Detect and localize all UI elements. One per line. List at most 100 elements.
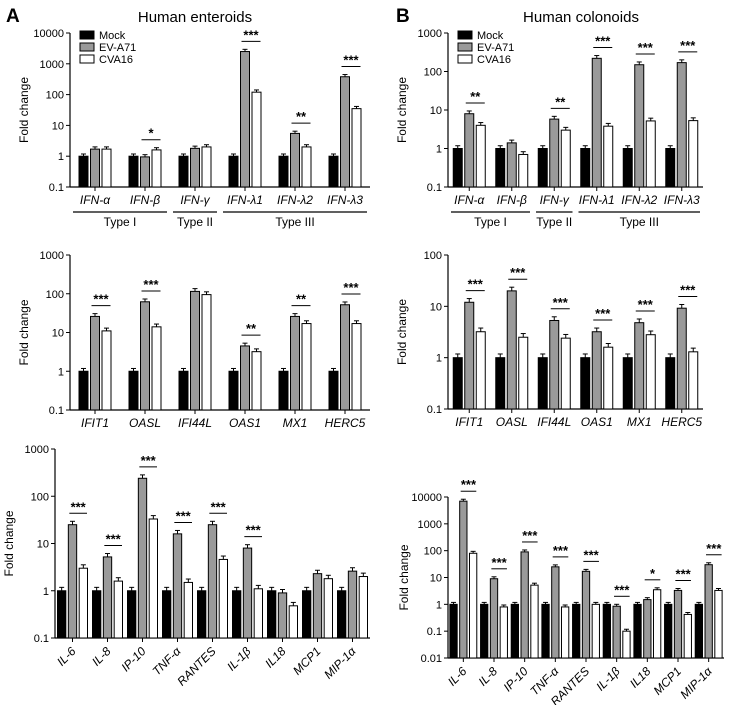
chart-b1: 1000 100 10 1 0.1 Fold change Human colonoids I… xyxy=(395,9,703,229)
bar-cva16 xyxy=(183,581,194,639)
panel-label-b: B xyxy=(396,6,410,27)
group-label: Type I xyxy=(474,215,507,229)
y-axis-label: Fold change xyxy=(397,544,411,610)
significance-label: *** xyxy=(510,265,526,280)
x-tick-label: IFN-λ2 xyxy=(621,193,657,207)
significance-label: ** xyxy=(470,89,481,104)
legend-label: CVA16 xyxy=(477,54,511,66)
bar-mock xyxy=(178,155,189,188)
bar-cva16 xyxy=(622,630,631,659)
bar-mock xyxy=(78,155,89,188)
significance-label: *** xyxy=(680,38,696,53)
bar-ev-a71 xyxy=(591,331,602,410)
bar-cva16 xyxy=(351,323,362,411)
y-tick-label: 100 xyxy=(46,289,64,301)
bar-ev-a71 xyxy=(506,290,517,410)
significance-label: *** xyxy=(676,566,692,581)
x-tick-label: IFN-β xyxy=(130,193,160,207)
bar-ev-a71 xyxy=(591,57,602,188)
legend-label: Mock xyxy=(477,30,504,42)
bar-cva16 xyxy=(475,331,486,410)
y-tick-label: 10 xyxy=(430,105,442,117)
bar-ev-a71 xyxy=(312,573,323,639)
y-tick-label: 10 xyxy=(52,328,64,340)
x-tick-label: IP-10 xyxy=(118,644,148,674)
significance-label: ** xyxy=(296,292,307,307)
y-tick-label: 10 xyxy=(52,120,64,132)
x-tick-label: MX1 xyxy=(283,416,308,430)
bar-cva16 xyxy=(530,584,539,659)
x-tick-label: IFIT1 xyxy=(455,415,483,429)
significance-label: *** xyxy=(106,532,122,547)
bar-mock xyxy=(537,148,548,188)
y-tick-label: 1000 xyxy=(40,59,64,71)
significance-label: *** xyxy=(143,277,159,292)
bar-ev-a71 xyxy=(290,132,300,188)
y-tick-label: 1 xyxy=(58,366,64,378)
bar-cva16 xyxy=(218,558,229,639)
bar-cva16 xyxy=(475,124,486,188)
x-tick-label: IFN-λ3 xyxy=(327,193,363,207)
significance-label: *** xyxy=(614,582,630,597)
bar-mock xyxy=(197,590,207,639)
y-tick-label: 0.1 xyxy=(427,404,442,416)
y-tick-label: 0.1 xyxy=(49,405,64,417)
significance-label: *** xyxy=(492,555,508,570)
bar-ev-a71 xyxy=(347,570,358,639)
bar-mock xyxy=(541,603,550,659)
bar-cva16 xyxy=(591,603,600,659)
group-label: Type II xyxy=(177,215,213,229)
chart-a1: 10000 1000 100 10 1 0.1 Fold change Human enter… xyxy=(17,9,370,229)
bar-mock xyxy=(510,603,520,659)
bar-ev-a71 xyxy=(459,500,468,659)
y-tick-label: 0.1 xyxy=(49,182,64,194)
y-tick-label: 0.1 xyxy=(427,182,442,194)
legend-label: EV-A71 xyxy=(477,42,514,54)
y-tick-label: 1 xyxy=(43,586,49,598)
significance-label: *** xyxy=(638,297,654,312)
bar-ev-a71 xyxy=(67,524,78,639)
bar-cva16 xyxy=(301,323,312,411)
panel-label-a: A xyxy=(6,6,20,27)
y-axis-label: Fold change xyxy=(17,77,31,143)
bar-mock xyxy=(337,590,347,639)
x-tick-label: IP-10 xyxy=(501,664,531,694)
y-axis-label: Fold change xyxy=(395,77,409,143)
bar-mock xyxy=(328,370,339,411)
bar-mock xyxy=(452,357,463,410)
bar-mock xyxy=(449,603,458,659)
y-tick-label: 10000 xyxy=(33,28,64,40)
significance-label: *** xyxy=(706,541,722,556)
bar-cva16 xyxy=(560,129,571,188)
bar-mock xyxy=(622,357,633,410)
y-tick-label: 1 xyxy=(436,599,442,611)
x-tick-label: IFI44L xyxy=(537,415,571,429)
bar-mock xyxy=(78,370,89,411)
bar-mock xyxy=(633,603,642,659)
bar-cva16 xyxy=(560,337,571,410)
significance-label: *** xyxy=(176,508,192,523)
legend-label: Mock xyxy=(99,30,126,42)
y-tick-label: 1000 xyxy=(418,28,442,40)
bar-cva16 xyxy=(688,120,699,188)
bar-cva16 xyxy=(683,613,692,659)
y-tick-label: 10 xyxy=(430,301,442,313)
significance-label: *** xyxy=(584,547,600,562)
significance-label: ** xyxy=(296,109,307,124)
x-tick-label: IFN-λ1 xyxy=(579,193,615,207)
legend-swatch-ev-a71 xyxy=(457,42,473,52)
bar-cva16 xyxy=(201,294,212,411)
y-axis-label: Fold change xyxy=(395,299,409,365)
bar-ev-a71 xyxy=(242,547,253,639)
legend-label: CVA16 xyxy=(99,54,133,66)
significance-label: * xyxy=(148,126,154,141)
x-tick-label: HERC5 xyxy=(661,415,702,429)
bar-ev-a71 xyxy=(612,605,621,659)
bar-cva16 xyxy=(253,588,264,639)
significance-label: *** xyxy=(553,295,569,310)
bar-cva16 xyxy=(78,567,88,639)
y-tick-label: 100 xyxy=(424,67,442,79)
x-tick-label: IFN-γ xyxy=(540,193,570,207)
